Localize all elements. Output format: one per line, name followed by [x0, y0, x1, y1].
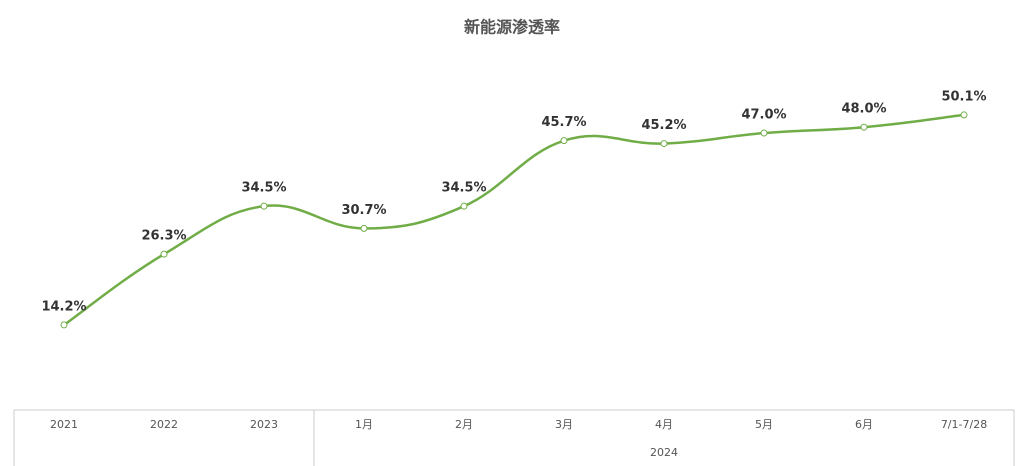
- point: [560, 137, 568, 145]
- value-label: 48.0%: [841, 102, 886, 117]
- value-label: 45.2%: [641, 118, 686, 133]
- point: [660, 140, 668, 148]
- x-tick-label: 3月: [555, 418, 573, 431]
- value-label: 34.5%: [241, 181, 286, 196]
- point: [160, 250, 168, 258]
- value-label: 50.1%: [941, 89, 986, 104]
- x-tick-label: 5月: [755, 418, 773, 431]
- point: [760, 129, 768, 137]
- value-label: 34.5%: [441, 181, 486, 196]
- point: [460, 202, 468, 210]
- value-label: 47.0%: [741, 108, 786, 123]
- chart-title: 新能源渗透率: [464, 18, 560, 37]
- axis-table: [13, 409, 1015, 466]
- point: [860, 123, 868, 131]
- x-tick-label: 2月: [455, 418, 473, 431]
- x-tick-label: 6月: [855, 418, 873, 431]
- x-tick-label: 7/1-7/28: [941, 418, 987, 431]
- point: [60, 321, 68, 329]
- group-label: 2024: [650, 446, 678, 459]
- point: [960, 111, 968, 119]
- value-label: 14.2%: [41, 299, 86, 314]
- value-label: 26.3%: [141, 229, 186, 244]
- x-tick-label: 2022: [150, 418, 178, 431]
- x-tick-label: 2021: [50, 418, 78, 431]
- x-tick-label: 2023: [250, 418, 278, 431]
- value-label: 45.7%: [541, 115, 586, 130]
- line: [63, 113, 965, 326]
- x-tick-label: 4月: [655, 418, 673, 431]
- point: [260, 202, 268, 210]
- x-tick-label: 1月: [355, 418, 373, 431]
- point: [360, 224, 368, 232]
- value-label: 30.7%: [341, 203, 386, 218]
